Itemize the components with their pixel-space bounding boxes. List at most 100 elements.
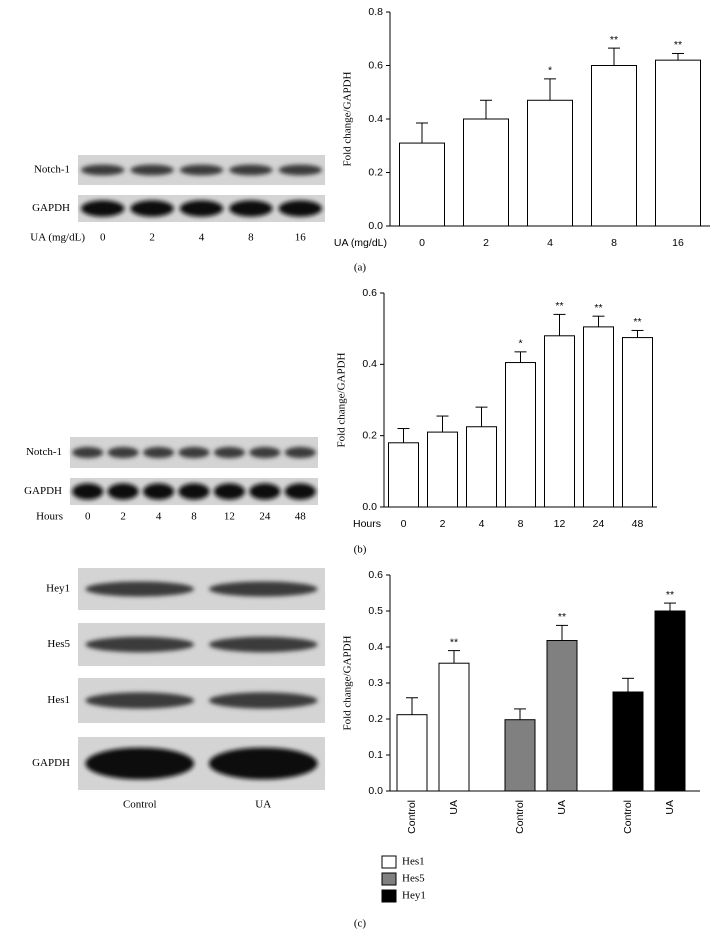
blot-lane-label: 0 xyxy=(100,232,106,244)
blot-band xyxy=(249,483,281,500)
significance-label: ** xyxy=(555,300,563,312)
y-tick-label: 0.6 xyxy=(362,287,377,299)
panel-label: (b) xyxy=(354,544,367,556)
y-tick-label: 0.2 xyxy=(368,713,383,725)
x-tick-label: 0 xyxy=(419,237,425,249)
x-tick-label: 0 xyxy=(401,518,407,530)
significance-label: ** xyxy=(610,34,618,46)
error-bar xyxy=(553,313,566,336)
error-bar xyxy=(622,677,634,692)
x-tick-label: 48 xyxy=(632,518,644,530)
blot-row-label: GAPDH xyxy=(32,757,70,769)
error-bar xyxy=(436,415,449,433)
panel-label: (a) xyxy=(354,262,367,274)
y-tick-label: 0.6 xyxy=(368,569,383,581)
blot-strip xyxy=(70,478,318,505)
y-axis-label: Fold change/GAPDH xyxy=(342,635,354,730)
x-tick-label: Control xyxy=(406,800,418,834)
significance-label: * xyxy=(518,338,522,350)
error-bar xyxy=(592,315,605,327)
y-axis-label: Fold change/GAPDH xyxy=(336,352,348,447)
y-axis-label: Fold change/GAPDH xyxy=(342,71,354,166)
x-tick-label: Control xyxy=(622,800,634,834)
y-tick-label: 0.3 xyxy=(368,677,383,689)
bar xyxy=(544,335,575,508)
blot-band xyxy=(284,446,316,459)
blot-row-label: Hey1 xyxy=(46,583,70,595)
blot-strip xyxy=(78,155,325,185)
blot-lane-label: 48 xyxy=(295,511,307,523)
error-bar xyxy=(416,122,428,144)
blot-band xyxy=(85,636,195,653)
blot-band xyxy=(179,164,224,176)
error-bar xyxy=(608,47,620,66)
blot-row-label: Notch-1 xyxy=(34,164,70,176)
blot-band xyxy=(178,446,210,459)
bar xyxy=(655,59,701,227)
error-bar xyxy=(664,602,676,611)
y-tick-label: 0.0 xyxy=(368,220,383,232)
bar xyxy=(438,662,470,792)
blot-strip xyxy=(78,568,325,610)
blot-band xyxy=(208,692,318,709)
y-tick-label: 0.1 xyxy=(368,749,383,761)
blot-strip xyxy=(78,678,325,723)
bar xyxy=(466,426,497,508)
x-tick-label: Control xyxy=(514,800,526,834)
x-tick-label: 24 xyxy=(593,518,605,530)
x-tick-label: 2 xyxy=(440,518,446,530)
blot-band xyxy=(208,581,318,597)
significance-label: ** xyxy=(594,302,602,314)
blot-strip xyxy=(78,737,325,790)
blot-band xyxy=(213,446,246,459)
blot-lane-label: 16 xyxy=(295,232,307,244)
blot-lane-label: 24 xyxy=(259,511,271,523)
blot-band xyxy=(249,446,281,459)
blot-band xyxy=(85,581,195,597)
bar xyxy=(527,99,573,227)
legend-swatch xyxy=(381,855,397,869)
bar xyxy=(654,610,686,792)
blot-strip xyxy=(78,623,325,666)
blot-lane-label: 2 xyxy=(120,511,126,523)
blot-row-label: GAPDH xyxy=(24,485,62,497)
x-tick-label: 12 xyxy=(554,518,566,530)
x-axis-label: Hours xyxy=(353,518,381,530)
significance-label: ** xyxy=(674,39,682,51)
y-tick-label: 0.0 xyxy=(362,501,377,513)
y-tick-label: 0.2 xyxy=(368,166,383,178)
x-tick-label: 2 xyxy=(483,237,489,249)
blot-row-label: GAPDH xyxy=(32,202,70,214)
y-tick-label: 0.4 xyxy=(368,113,383,125)
error-bar xyxy=(397,428,410,443)
blot-lane-label: 2 xyxy=(149,232,155,244)
blot-row-label: Hes1 xyxy=(47,694,70,706)
error-bar xyxy=(631,329,644,338)
x-tick-label: 8 xyxy=(611,237,617,249)
x-tick-label: UA xyxy=(448,800,460,815)
blot-band xyxy=(72,483,104,500)
blot-x-label: Hours xyxy=(36,511,63,523)
blot-lane-label: 8 xyxy=(191,511,197,523)
blot-lane-label: UA xyxy=(255,799,271,811)
y-tick-label: 0.6 xyxy=(368,59,383,71)
blot-band xyxy=(80,164,125,176)
bar xyxy=(505,362,536,508)
legend-label: Hey1 xyxy=(402,890,426,902)
y-tick-label: 0.4 xyxy=(362,358,377,370)
blot-lane-label: 0 xyxy=(85,511,91,523)
legend-swatch xyxy=(381,872,397,886)
bar xyxy=(463,118,509,227)
blot-band xyxy=(107,446,139,459)
blot-band xyxy=(142,483,175,500)
x-tick-label: 16 xyxy=(672,237,684,249)
bar xyxy=(399,142,445,227)
blot-row-label: Hes5 xyxy=(47,638,70,650)
blot-band xyxy=(142,446,175,459)
y-tick-label: 0.0 xyxy=(368,785,383,797)
bar xyxy=(591,65,637,227)
x-tick-label: UA xyxy=(556,800,568,815)
legend-swatch xyxy=(381,889,397,903)
blot-band xyxy=(213,483,246,500)
